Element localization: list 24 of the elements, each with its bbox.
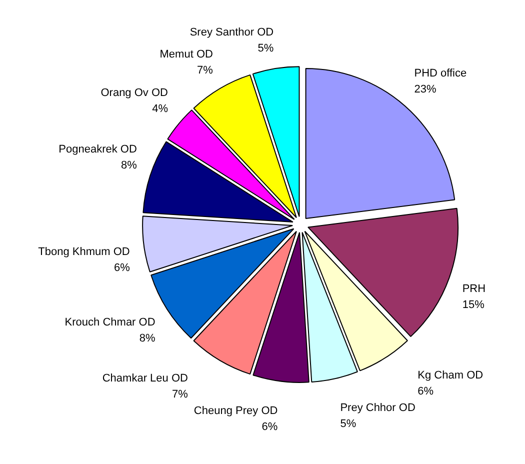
data-label: 6% bbox=[262, 421, 278, 434]
slice-label: Kg Cham OD bbox=[418, 370, 484, 382]
slice-label: Srey Santhor OD bbox=[190, 26, 274, 39]
slice-label: Cheung Prey OD bbox=[194, 405, 278, 418]
data-label: 8% bbox=[139, 332, 156, 345]
data-label: 23% bbox=[414, 83, 436, 96]
slice-label: PHD office bbox=[414, 67, 467, 80]
data-label: 8% bbox=[121, 159, 138, 172]
slice-label: Krouch Chmar OD bbox=[64, 316, 156, 329]
slice-label: PRH bbox=[462, 282, 486, 295]
slice-label: Chamkar Leu OD bbox=[102, 372, 188, 385]
slice-label: Pogneakrek OD bbox=[58, 143, 137, 156]
data-label: 7% bbox=[172, 388, 188, 401]
data-label: 7% bbox=[197, 64, 214, 76]
data-label: 4% bbox=[152, 102, 168, 115]
slice-label: Prey Chhor OD bbox=[340, 402, 416, 414]
data-label: 5% bbox=[340, 418, 356, 430]
slice-label: Orang Ov OD bbox=[100, 86, 168, 99]
data-label: 6% bbox=[114, 262, 130, 274]
data-label: 15% bbox=[462, 298, 485, 311]
slice-label: Memut OD bbox=[160, 48, 213, 60]
data-label: 6% bbox=[418, 386, 434, 398]
data-label: 5% bbox=[258, 42, 274, 55]
slice-label: Tbong Khmum OD bbox=[38, 246, 130, 258]
